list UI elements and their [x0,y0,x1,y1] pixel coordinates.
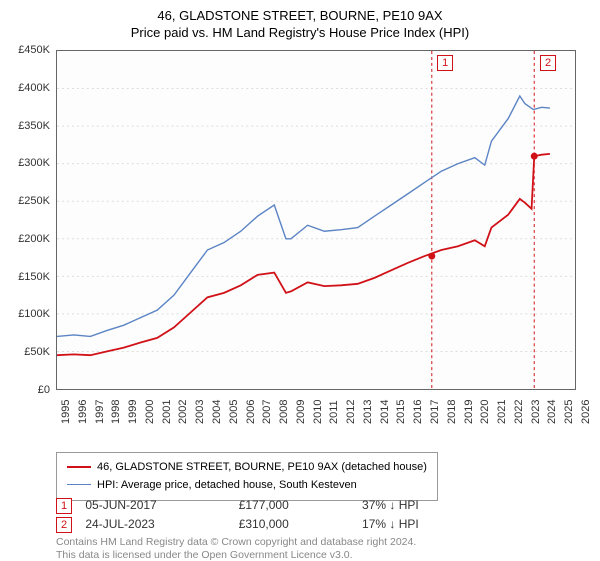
x-tick-label: 2018 [446,400,458,424]
x-tick-label: 2001 [161,400,173,424]
x-tick-label: 2004 [211,400,223,424]
y-tick-label: £450K [18,44,50,56]
x-tick-label: 2011 [328,400,340,424]
event-date: 24-JUL-2023 [85,517,235,531]
legend-item: 46, GLADSTONE STREET, BOURNE, PE10 9AX (… [67,459,427,477]
x-tick-label: 2016 [412,400,424,424]
legend-stroke-blue [67,484,91,485]
chart-title-line1: 46, GLADSTONE STREET, BOURNE, PE10 9AX [0,0,600,23]
x-tick-label: 2003 [194,400,206,424]
chart-svg [57,51,575,389]
event-delta: 37% ↓ HPI [362,498,472,512]
event-marker-flag: 1 [437,55,453,71]
x-tick-label: 2025 [563,400,575,424]
y-tick-label: £300K [18,157,50,169]
y-tick-label: £250K [18,195,50,207]
x-tick-label: 2021 [496,400,508,424]
y-tick-label: £400K [18,82,50,94]
x-tick-label: 2012 [345,400,357,424]
disclaimer: Contains HM Land Registry data © Crown c… [56,536,416,561]
x-tick-label: 2007 [261,400,273,424]
x-tick-label: 2013 [362,400,374,424]
legend-stroke-red [67,466,91,468]
chart-plot-area: 12 [56,50,576,390]
x-tick-label: 2023 [530,400,542,424]
x-tick-label: 2024 [546,400,558,424]
disclaimer-line: This data is licensed under the Open Gov… [56,549,416,561]
x-tick-label: 2015 [395,400,407,424]
x-tick-label: 1998 [110,400,122,424]
y-tick-label: £150K [18,271,50,283]
x-axis: 1995 1996 1997 1998 1999 2000 2001 2002 2003 2004… [56,390,576,450]
event-marker-icon: 1 [56,498,72,514]
x-tick-label: 1997 [94,400,106,424]
x-tick-label: 2010 [312,400,324,424]
x-tick-label: 2002 [177,400,189,424]
x-tick-label: 2026 [580,400,592,424]
x-tick-label: 1996 [77,400,89,424]
event-row: 2 24-JUL-2023 £310,000 17% ↓ HPI [56,517,472,533]
event-row: 1 05-JUN-2017 £177,000 37% ↓ HPI [56,498,472,514]
event-marker-icon: 2 [56,517,72,533]
x-tick-label: 2005 [228,400,240,424]
legend: 46, GLADSTONE STREET, BOURNE, PE10 9AX (… [56,452,438,501]
x-tick-label: 1999 [127,400,139,424]
x-tick-label: 2017 [429,400,441,424]
legend-item: HPI: Average price, detached house, Sout… [67,477,427,495]
event-price: £310,000 [239,517,359,531]
x-tick-label: 2019 [463,400,475,424]
legend-label: 46, GLADSTONE STREET, BOURNE, PE10 9AX (… [97,461,427,473]
event-price: £177,000 [239,498,359,512]
x-tick-label: 2000 [144,400,156,424]
chart-title-line2: Price paid vs. HM Land Registry's House … [0,23,600,40]
x-tick-label: 2009 [295,400,307,424]
y-axis: £0£50K£100K£150K£200K£250K£300K£350K£400… [0,50,54,390]
disclaimer-line: Contains HM Land Registry data © Crown c… [56,536,416,549]
x-tick-label: 2014 [379,400,391,424]
event-delta: 17% ↓ HPI [362,517,472,531]
y-tick-label: £350K [18,120,50,132]
x-tick-label: 2022 [513,400,525,424]
x-tick-label: 2008 [278,400,290,424]
y-tick-label: £50K [24,346,50,358]
legend-label: HPI: Average price, detached house, Sout… [97,479,357,491]
event-date: 05-JUN-2017 [85,498,235,512]
x-tick-label: 2020 [479,400,491,424]
event-marker-flag: 2 [540,55,556,71]
y-tick-label: £0 [38,384,50,396]
x-tick-label: 1995 [60,400,72,424]
y-tick-label: £100K [18,308,50,320]
y-tick-label: £200K [18,233,50,245]
x-tick-label: 2006 [245,400,257,424]
